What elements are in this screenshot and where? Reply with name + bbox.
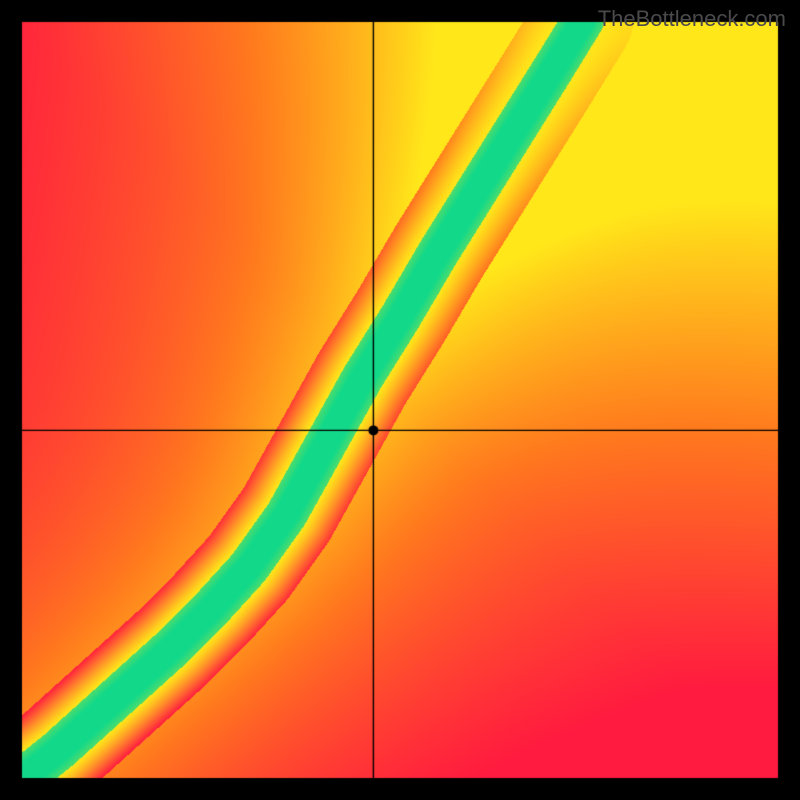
bottleneck-heatmap [0, 0, 800, 800]
chart-container: TheBottleneck.com [0, 0, 800, 800]
watermark-text: TheBottleneck.com [598, 6, 786, 32]
